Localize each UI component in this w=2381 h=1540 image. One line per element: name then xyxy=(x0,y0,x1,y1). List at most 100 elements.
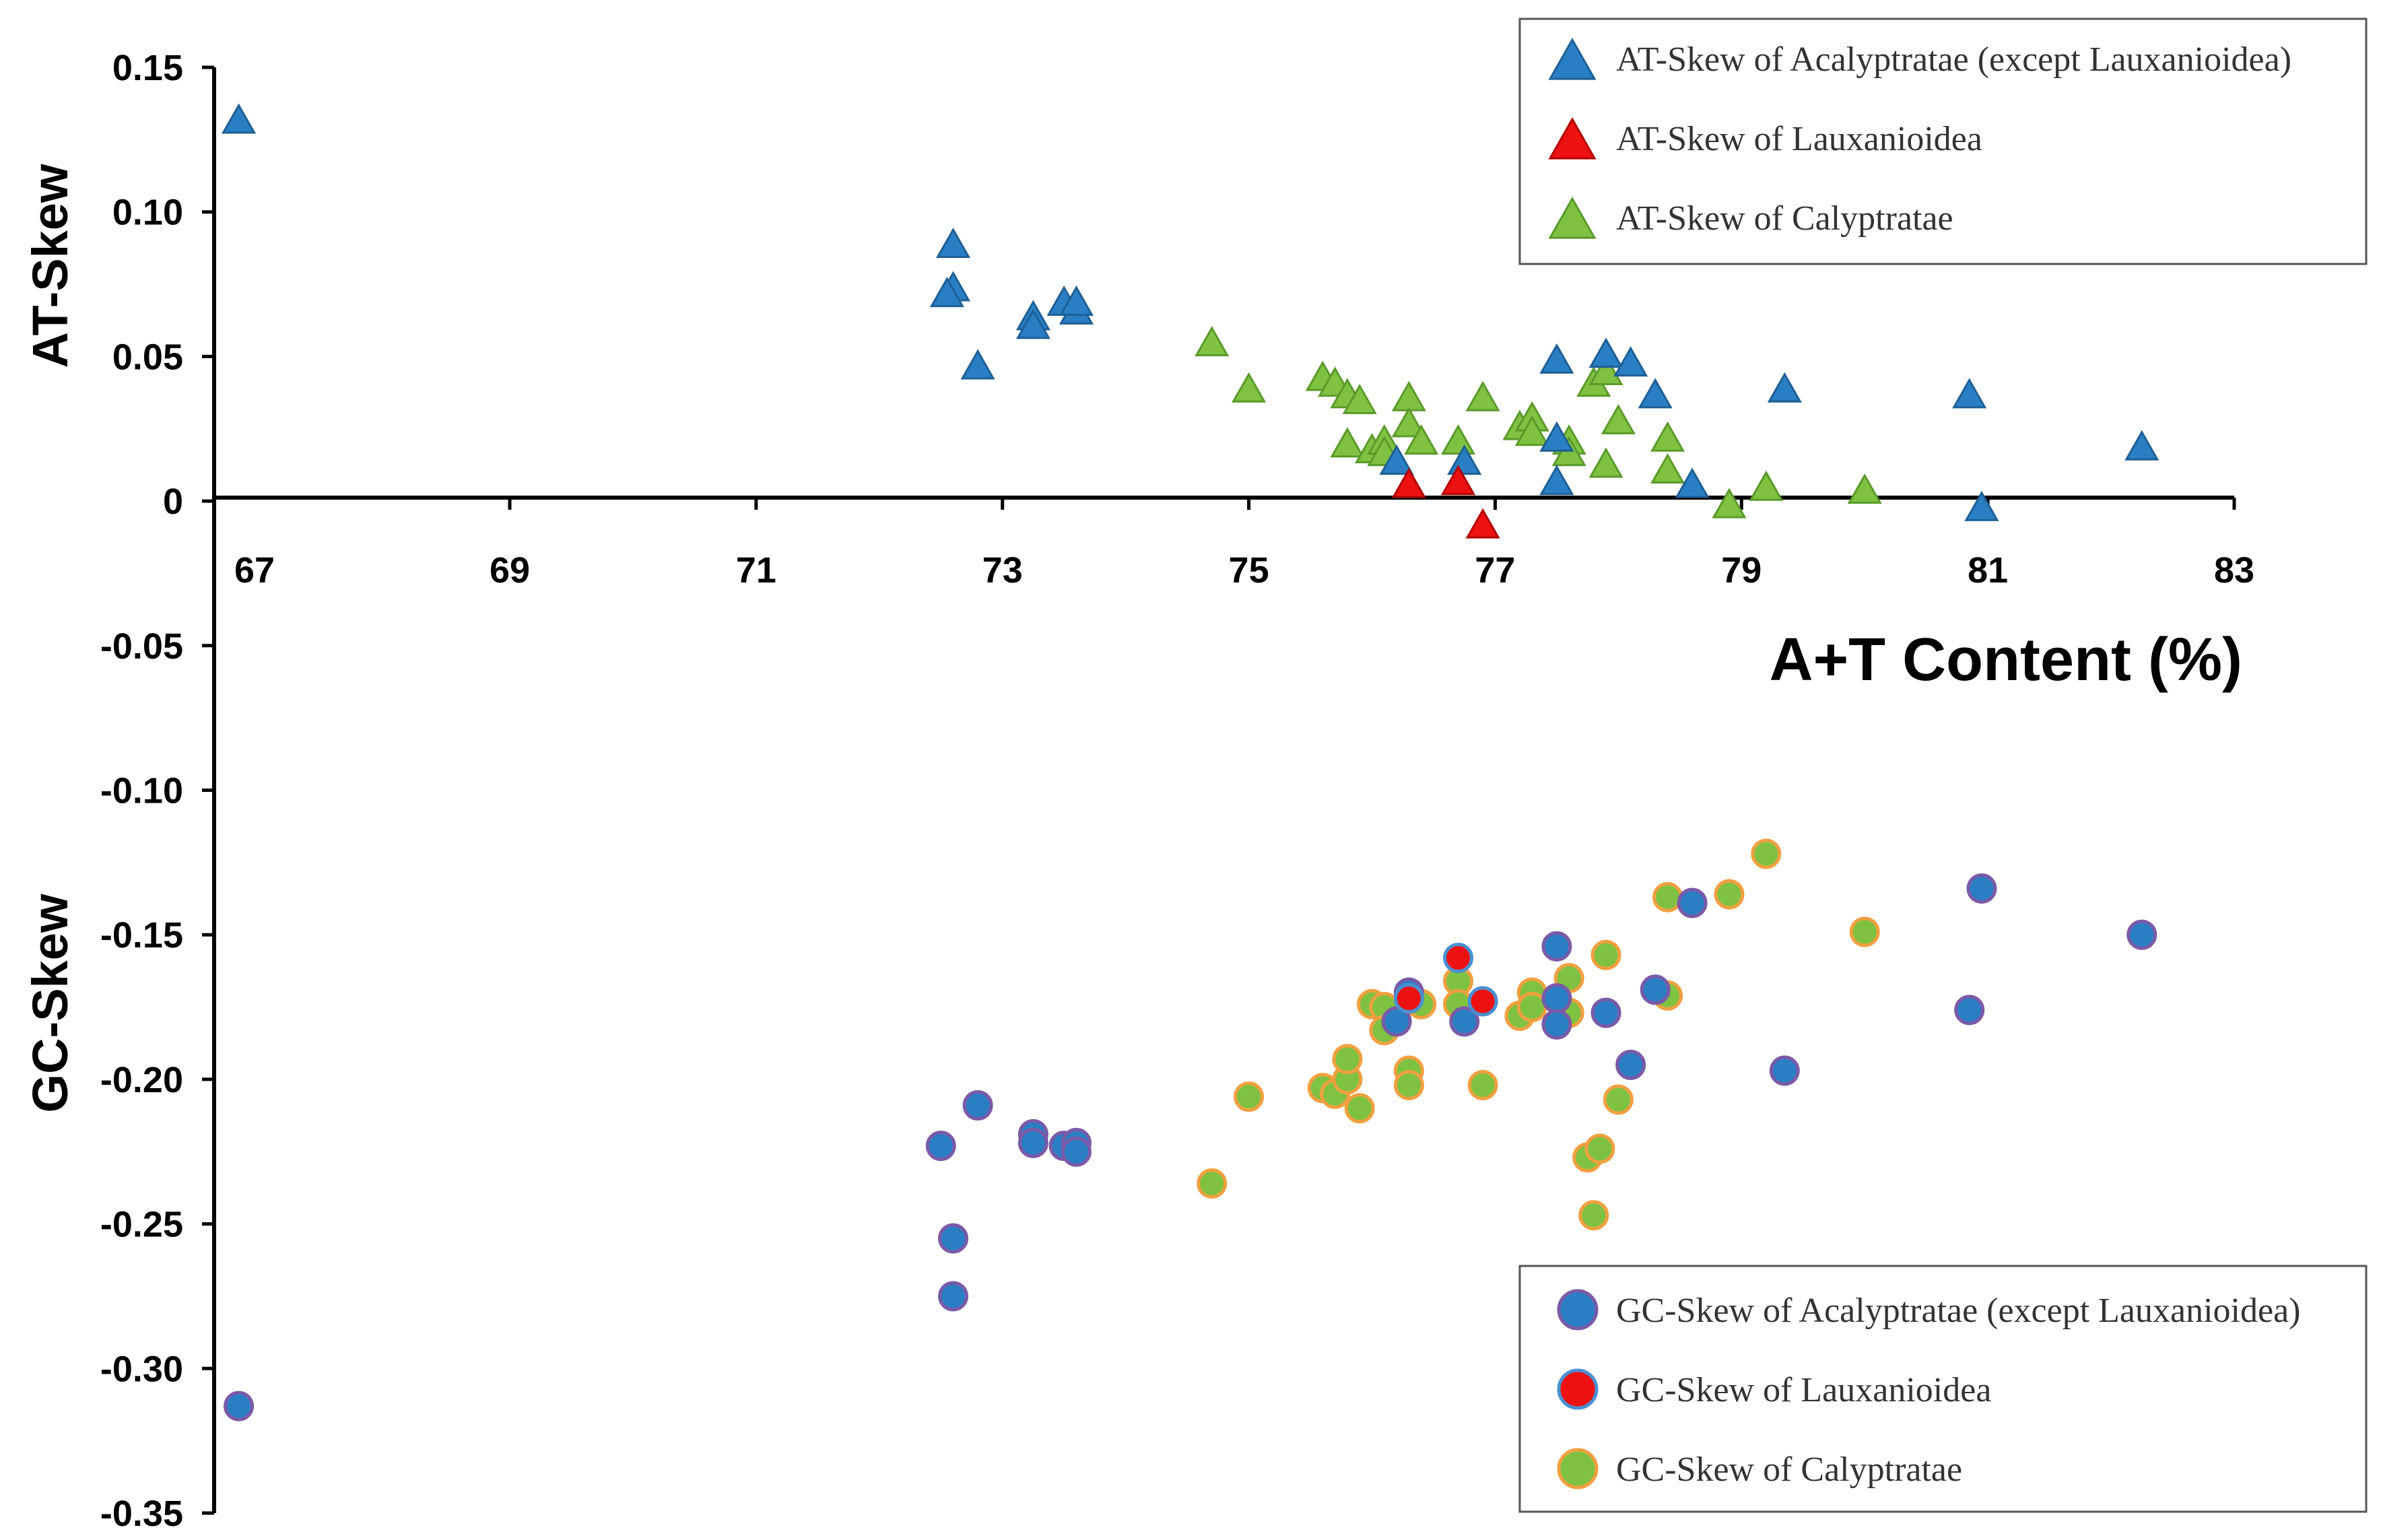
circle-point xyxy=(1516,992,1547,1023)
circle-point xyxy=(1640,974,1671,1005)
x-tick-label: 77 xyxy=(1475,550,1515,591)
triangle-point xyxy=(1539,465,1574,496)
legend-label: AT-Skew of Calyptratae xyxy=(1616,199,1953,238)
y-tick-label: -0.15 xyxy=(100,915,183,956)
y-tick-label: -0.20 xyxy=(100,1060,183,1100)
legend-marker-icon xyxy=(1548,37,1597,80)
legend-label: AT-Skew of Acalyptratae (except Lauxanio… xyxy=(1616,40,2291,79)
y-tick-label: 0 xyxy=(163,481,183,522)
y-tick-label: -0.25 xyxy=(100,1205,183,1245)
circle-point xyxy=(1541,931,1572,962)
x-tick-label: 67 xyxy=(234,550,275,591)
triangle-point xyxy=(1767,372,1802,403)
circle-point xyxy=(1467,1069,1498,1100)
circle-point xyxy=(1714,879,1745,910)
circle-point xyxy=(2126,919,2157,950)
circle-point xyxy=(1590,939,1621,970)
series-gc-caly xyxy=(1197,838,1880,1231)
circle-point xyxy=(1652,881,1683,912)
triangle-point xyxy=(1059,285,1094,316)
legend-marker-icon xyxy=(1548,116,1597,160)
circle-point xyxy=(1449,1006,1480,1037)
data-points xyxy=(222,103,2159,1421)
triangle-point xyxy=(1404,424,1439,455)
circle-point xyxy=(1541,983,1572,1014)
x-tick-label: 69 xyxy=(490,550,530,591)
triangle-point xyxy=(1613,346,1648,377)
triangle-point xyxy=(1650,421,1685,452)
triangle-point xyxy=(1015,308,1051,339)
circle-point xyxy=(1966,873,1997,904)
circle-point xyxy=(1381,1006,1412,1037)
y-tick-label: -0.35 xyxy=(100,1494,183,1534)
x-tick-label: 79 xyxy=(1721,550,1762,591)
triangle-point xyxy=(1195,326,1230,357)
y-tick-label: -0.05 xyxy=(100,626,183,667)
triangle-point xyxy=(1447,444,1482,475)
x-tick-labels: 67 69 71 73 75 77 79 81 83 xyxy=(234,498,2254,591)
y-axis-title-lower: GC-Skew xyxy=(22,894,78,1112)
legend-label: AT-Skew of Lauxanioidea xyxy=(1616,120,1982,158)
y-tick-label: -0.30 xyxy=(100,1349,183,1389)
x-tick-label: 83 xyxy=(2214,550,2254,591)
series-at-caly xyxy=(1195,326,1882,518)
triangle-point xyxy=(1330,427,1365,458)
series-gc-laux xyxy=(1393,943,1498,1017)
legend-label: GC-Skew of Acalyptratae (except Lauxanio… xyxy=(1616,1292,2300,1330)
circle-point xyxy=(1332,1044,1363,1075)
circle-point xyxy=(1234,1081,1265,1112)
legend-marker-icon xyxy=(1557,1368,1599,1410)
triangle-point xyxy=(1465,380,1500,411)
legend-marker-icon xyxy=(1557,1289,1599,1331)
triangle-point xyxy=(1391,467,1426,498)
x-tick-label: 73 xyxy=(982,550,1023,591)
y-tick-label: -0.10 xyxy=(100,771,183,811)
legend-at-box xyxy=(1518,18,2368,265)
triangle-point xyxy=(935,228,971,259)
triangle-point xyxy=(1749,470,1784,501)
triangle-point xyxy=(1588,337,1623,368)
circle-point xyxy=(1603,1084,1634,1115)
circle-point xyxy=(1197,1168,1228,1199)
legend-at-skew: AT-Skew of Acalyptratae (except Lauxanio… xyxy=(1518,18,2368,265)
circle-point xyxy=(1615,1049,1646,1080)
triangle-point xyxy=(1588,355,1623,386)
circle-point xyxy=(1467,986,1498,1017)
triangle-point xyxy=(1232,372,1267,403)
triangle-point xyxy=(1440,424,1476,455)
legend-label: GC-Skew of Calyptratae xyxy=(1616,1450,1962,1489)
circle-point xyxy=(1344,1093,1375,1124)
circle-point xyxy=(938,1223,969,1254)
triangle-point xyxy=(960,349,995,380)
triangle-point xyxy=(929,277,964,308)
triangle-point xyxy=(1379,444,1414,475)
triangle-point xyxy=(1588,447,1623,478)
legend-label: GC-Skew of Lauxanioidea xyxy=(1616,1371,1991,1409)
triangle-point xyxy=(1601,404,1636,435)
circle-point xyxy=(1393,983,1424,1014)
legend-gc-skew: GC-Skew of Acalyptratae (except Lauxanio… xyxy=(1518,1265,2368,1513)
triangle-point xyxy=(1638,378,1673,409)
triangle-point xyxy=(1952,378,1987,409)
circle-point xyxy=(1849,916,1880,947)
legend-marker-icon xyxy=(1548,196,1597,239)
x-axis-title: A+T Content (%) xyxy=(1770,626,2242,694)
triangle-point xyxy=(1514,415,1549,446)
triangle-point xyxy=(1539,343,1574,374)
circle-point xyxy=(1541,1009,1572,1040)
circle-point xyxy=(962,1090,993,1121)
x-tick-label: 71 xyxy=(736,550,776,591)
triangle-point xyxy=(1650,453,1685,484)
circle-point xyxy=(1677,888,1708,918)
circle-point xyxy=(1769,1055,1800,1086)
circle-point xyxy=(224,1391,255,1421)
x-tick-label: 81 xyxy=(1968,550,2008,591)
circle-point xyxy=(1578,1200,1609,1231)
y-tick-label: 0.10 xyxy=(112,193,183,233)
triangle-point xyxy=(1342,383,1377,414)
legend-marker-icon xyxy=(1557,1448,1599,1489)
circle-point xyxy=(925,1131,956,1162)
triangle-point xyxy=(222,103,257,134)
circle-point xyxy=(938,1281,969,1312)
